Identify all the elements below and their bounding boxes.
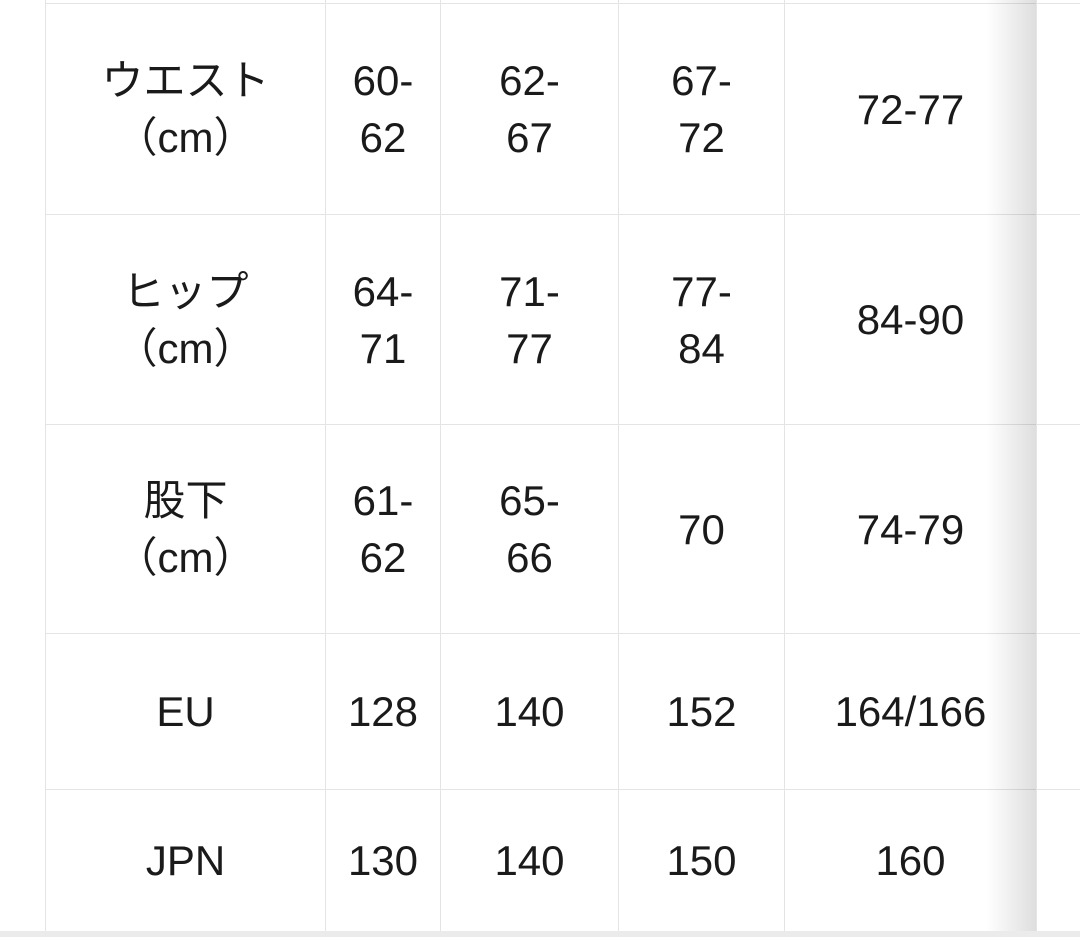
row-label-inseam: 股下 （cm） bbox=[45, 424, 326, 634]
table-row-jpn: JPN 130 140 150 160 bbox=[45, 789, 1080, 932]
jpn-size-2: 140 bbox=[440, 789, 619, 932]
inseam-size-5-cropped bbox=[1036, 424, 1080, 634]
waist-size-2: 62- 67 bbox=[440, 3, 619, 215]
table-row-hip: ヒップ （cm） 64- 71 71- 77 77- 84 84-90 bbox=[45, 214, 1080, 425]
size-table-scroll-region[interactable]: ウエスト （cm） 60- 62 62- 67 67- 72 72-77 ヒップ… bbox=[45, 0, 1080, 932]
waist-size-5-cropped bbox=[1036, 3, 1080, 215]
table-row-waist: ウエスト （cm） 60- 62 62- 67 67- 72 72-77 bbox=[45, 3, 1080, 215]
cropped-row-above bbox=[45, 0, 1080, 4]
eu-size-2: 140 bbox=[440, 633, 619, 790]
eu-size-5-cropped bbox=[1036, 633, 1080, 790]
hip-size-2: 71- 77 bbox=[440, 214, 619, 425]
inseam-size-2: 65- 66 bbox=[440, 424, 619, 634]
eu-size-1: 128 bbox=[325, 633, 441, 790]
hip-size-5-cropped bbox=[1036, 214, 1080, 425]
hip-size-4: 84-90 bbox=[784, 214, 1037, 425]
jpn-size-1: 130 bbox=[325, 789, 441, 932]
waist-size-4: 72-77 bbox=[784, 3, 1037, 215]
table-row-inseam: 股下 （cm） 61- 62 65- 66 70 74-79 bbox=[45, 424, 1080, 634]
inseam-size-3: 70 bbox=[618, 424, 785, 634]
eu-size-3: 152 bbox=[618, 633, 785, 790]
eu-size-4: 164/166 bbox=[784, 633, 1037, 790]
bottom-divider bbox=[0, 931, 1080, 937]
jpn-size-3: 150 bbox=[618, 789, 785, 932]
waist-size-1: 60- 62 bbox=[325, 3, 441, 215]
row-label-jpn: JPN bbox=[45, 789, 326, 932]
inseam-size-1: 61- 62 bbox=[325, 424, 441, 634]
jpn-size-5-cropped bbox=[1036, 789, 1080, 932]
size-table: ウエスト （cm） 60- 62 62- 67 67- 72 72-77 ヒップ… bbox=[45, 0, 1080, 932]
inseam-size-4: 74-79 bbox=[784, 424, 1037, 634]
row-label-eu: EU bbox=[45, 633, 326, 790]
waist-size-3: 67- 72 bbox=[618, 3, 785, 215]
row-label-hip: ヒップ （cm） bbox=[45, 214, 326, 425]
row-label-waist: ウエスト （cm） bbox=[45, 3, 326, 215]
hip-size-3: 77- 84 bbox=[618, 214, 785, 425]
hip-size-1: 64- 71 bbox=[325, 214, 441, 425]
table-row-eu: EU 128 140 152 164/166 bbox=[45, 633, 1080, 790]
jpn-size-4: 160 bbox=[784, 789, 1037, 932]
